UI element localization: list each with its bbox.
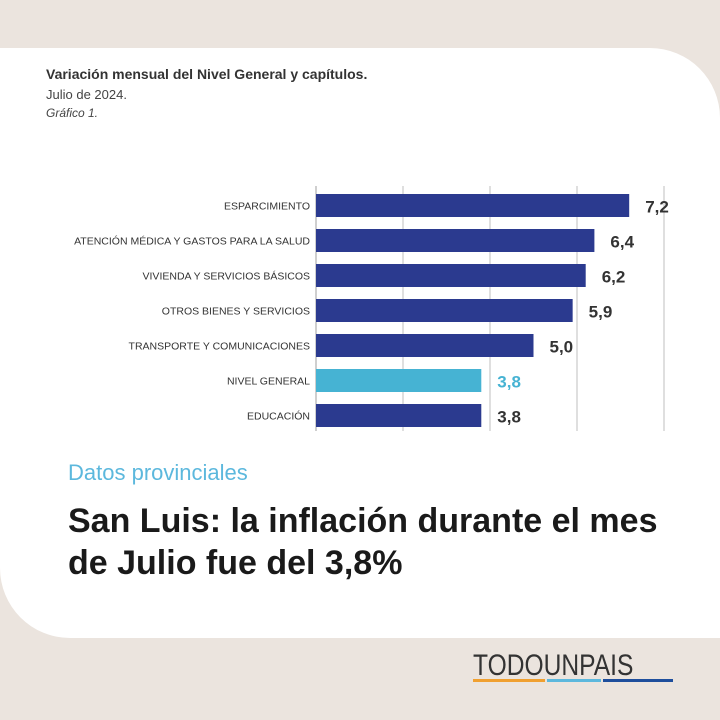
data-label: 6,2	[602, 268, 626, 287]
bar	[316, 404, 482, 427]
brand-underline-orange	[473, 679, 545, 682]
brand-logo: TODOUNPAIS	[473, 649, 673, 687]
section-tag: Datos provinciales	[68, 460, 248, 485]
category-label: ATENCIÓN MÉDICA Y GASTOS PARA LA SALUD	[74, 235, 310, 248]
chart-title: Variación mensual del Nivel General y ca…	[46, 66, 368, 82]
bar-chart: ESPARCIMIENTO 7,2 ATENCIÓN MÉDICA Y GASTOS…	[74, 186, 669, 431]
bar	[316, 229, 595, 252]
category-label: ESPARCIMIENTO	[224, 201, 310, 213]
data-label: 3,8	[497, 408, 521, 427]
bar	[316, 194, 630, 217]
category-label: VIVIENDA Y SERVICIOS BÁSICOS	[143, 270, 310, 283]
bar	[316, 299, 573, 322]
category-label: TRANSPORTE Y COMUNICACIONES	[129, 341, 310, 353]
data-label: 3,8	[497, 373, 521, 392]
category-label: NIVEL GENERAL	[227, 376, 310, 388]
data-label: 5,0	[550, 338, 574, 357]
data-label: 5,9	[589, 303, 613, 322]
brand-name: TODOUNPAIS	[473, 649, 634, 682]
data-label: 6,4	[610, 233, 634, 252]
chart-caption: Gráfico 1.	[46, 106, 99, 120]
bar	[316, 369, 482, 392]
article-headline: San Luis: la inflación durante el mes de…	[68, 502, 658, 582]
brand-underline-lightblue	[547, 679, 601, 682]
bar	[316, 264, 586, 287]
data-label: 7,2	[645, 198, 669, 217]
chart-subtitle: Julio de 2024.	[46, 87, 127, 102]
bar	[316, 334, 534, 357]
category-label: EDUCACIÓN	[247, 410, 310, 423]
category-label: OTROS BIENES Y SERVICIOS	[162, 306, 310, 318]
brand-underline-blue	[603, 679, 673, 682]
